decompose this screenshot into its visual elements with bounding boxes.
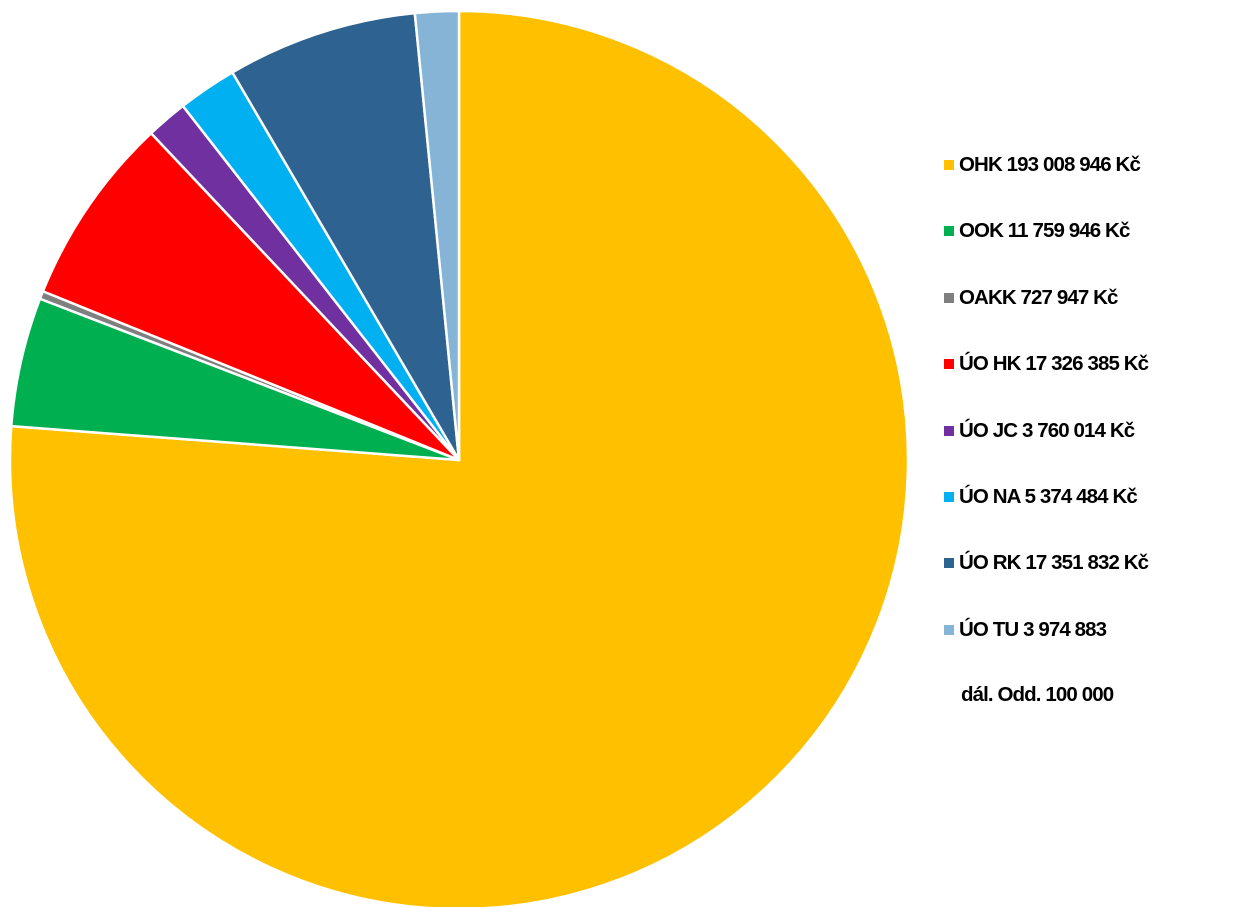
legend-note-text: dál. Odd. 100 000 [961,683,1114,707]
legend-label-uo-jc: ÚO JC 3 760 014 Kč [959,418,1135,442]
legend-label-uo-tu: ÚO TU 3 974 883 [959,617,1107,641]
legend-item-uo-na: ÚO NA 5 374 484 Kč [944,480,1243,514]
legend-label-ook: OOK 11 759 946 Kč [959,219,1130,243]
legend-swatch-uo-na [944,491,954,502]
legend-swatch-uo-jc [944,425,954,436]
legend-label-uo-na: ÚO NA 5 374 484 Kč [959,484,1138,508]
legend-swatch-uo-rk [944,558,954,569]
pie-plot-area [8,9,910,907]
legend-item-uo-rk: ÚO RK 17 351 832 Kč [944,546,1243,580]
legend-item-uo-hk: ÚO HK 17 326 385 Kč [944,347,1243,381]
legend-label-ohk: OHK 193 008 946 Kč [959,153,1141,176]
pie-slice-uo-hk [41,131,461,462]
legend-item-ohk: OHK 193 008 946 Kč [944,148,1243,182]
legend-label-uo-hk: ÚO HK 17 326 385 Kč [959,352,1149,376]
legend-swatch-uo-tu [944,624,954,635]
legend-item-ook: OOK 11 759 946 Kč [944,214,1243,248]
legend-swatch-oakk [944,292,954,303]
legend-note: dál. Odd. 100 000 [944,678,1243,712]
pie-slice-uo-tu [413,9,461,462]
legend-swatch-ook [944,226,954,237]
legend-swatch-uo-hk [944,359,954,370]
legend-label-uo-rk: ÚO RK 17 351 832 Kč [959,551,1149,575]
legend-item-uo-tu: ÚO TU 3 974 883 [944,613,1243,647]
legend-item-uo-jc: ÚO JC 3 760 014 Kč [944,414,1243,448]
chart-legend: OHK 193 008 946 Kč OOK 11 759 946 Kč OAK… [944,148,1243,745]
pie-slice-uo-rk [231,11,461,462]
legend-swatch-ohk [944,160,954,170]
legend-label-oakk: OAKK 727 947 Kč [959,285,1118,309]
legend-item-oakk: OAKK 727 947 Kč [944,281,1243,315]
